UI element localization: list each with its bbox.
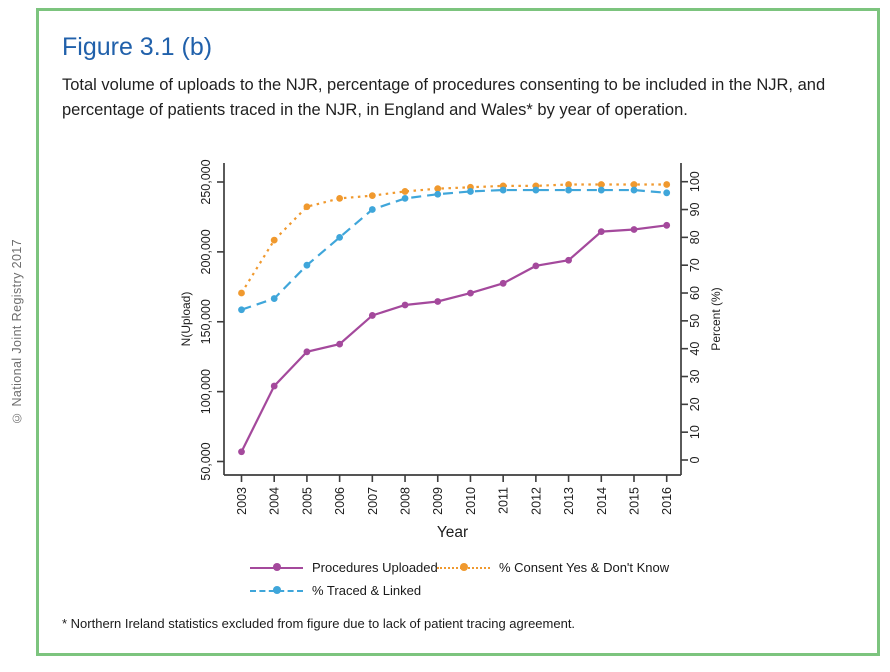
svg-text:250,000: 250,000 [199,159,213,204]
svg-text:10: 10 [688,425,702,439]
svg-text:2010: 2010 [464,487,478,515]
svg-text:2014: 2014 [595,487,609,515]
svg-text:2006: 2006 [333,487,347,515]
svg-text:200,000: 200,000 [199,229,213,274]
legend-swatch-solid-line-icon [250,563,303,572]
svg-text:2013: 2013 [562,487,576,515]
copyright-text: © National Joint Registry 2017 [10,239,24,425]
legend-item-traced-linked: % Traced & Linked [250,583,421,598]
svg-text:30: 30 [688,370,702,384]
svg-text:100: 100 [688,171,702,192]
figure-subtitle: Total volume of uploads to the NJR, perc… [62,76,826,119]
legend-item-procedures-uploaded: Procedures Uploaded [250,560,438,575]
svg-text:50,000: 50,000 [199,442,213,480]
legend-label: % Traced & Linked [312,583,422,598]
legend-label: Procedures Uploaded [312,560,438,575]
line-chart: 50,000 100,000 150,000 200,000 250,000 0 10 20 3… [179,159,723,541]
svg-text:70: 70 [688,258,702,272]
figure-footnote: * Northern Ireland statistics excluded f… [62,616,576,631]
svg-text:Percent (%): Percent (%) [709,287,723,350]
legend-swatch-dotted-line-icon [437,563,490,572]
svg-text:2009: 2009 [431,487,445,515]
svg-text:60: 60 [688,286,702,300]
svg-text:N(Upload): N(Upload) [179,292,193,347]
legend-marker-dot-icon [272,563,281,572]
svg-text:100,000: 100,000 [199,369,213,414]
svg-text:2011: 2011 [497,487,511,514]
svg-text:2012: 2012 [529,487,543,515]
figure-title: Figure 3.1 (b) [62,33,213,61]
svg-text:2007: 2007 [366,487,380,515]
copyright-sidebar: © National Joint Registry 2017 [2,8,32,656]
svg-text:40: 40 [688,342,702,356]
svg-text:2004: 2004 [268,487,282,515]
legend-item-consent-yes-dont-know: % Consent Yes & Don't Know [437,560,669,575]
svg-text:90: 90 [688,203,702,217]
svg-text:0: 0 [688,456,702,463]
svg-text:Year: Year [437,524,468,541]
legend-label: % Consent Yes & Don't Know [499,560,670,575]
svg-text:20: 20 [688,397,702,411]
svg-text:2015: 2015 [627,487,641,515]
svg-text:2008: 2008 [399,487,413,515]
legend-marker-dot-icon [459,563,468,572]
legend-swatch-dashed-line-icon [250,586,303,595]
figure-frame [36,8,880,656]
svg-text:80: 80 [688,230,702,244]
svg-text:2005: 2005 [300,487,314,515]
svg-text:50: 50 [688,314,702,328]
legend-marker-dot-icon [272,586,281,595]
svg-text:2016: 2016 [660,487,674,515]
svg-text:150,000: 150,000 [199,299,213,344]
svg-text:2003: 2003 [235,487,249,515]
